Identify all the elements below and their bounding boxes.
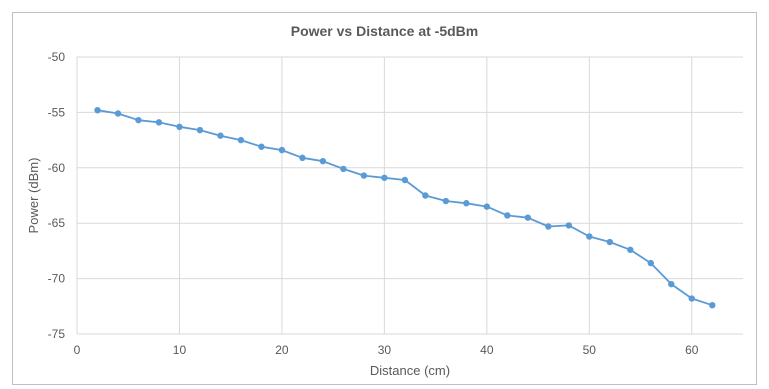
data-point <box>401 176 409 184</box>
y-tick-label: -50 <box>48 50 66 64</box>
data-point <box>135 116 142 124</box>
data-point <box>340 165 347 173</box>
x-tick-label: 50 <box>583 343 597 357</box>
data-point <box>442 197 450 205</box>
y-tick-label: -55 <box>48 105 66 119</box>
x-tick-label: 20 <box>275 343 289 357</box>
y-tick-label: -60 <box>48 161 66 175</box>
data-point <box>504 212 511 219</box>
tick-labels: -50 -55 -60 -65 -70 -75 0 10 20 30 40 50 60 <box>48 50 699 357</box>
data-point <box>647 259 654 267</box>
data-point <box>606 238 613 246</box>
data-point <box>709 301 716 309</box>
data-point <box>545 223 552 230</box>
data-point <box>155 119 163 126</box>
y-tick-label: -70 <box>48 272 66 286</box>
data-point <box>627 246 634 253</box>
x-tick-label: 30 <box>378 343 392 357</box>
data-point <box>586 233 593 240</box>
data-point <box>483 203 491 210</box>
data-point <box>565 222 573 229</box>
chart-title: Power vs Distance at -5dBm <box>290 23 479 39</box>
data-point <box>114 110 122 117</box>
data-point <box>524 214 532 221</box>
data-point <box>217 132 224 139</box>
data-point <box>688 295 695 302</box>
data-point <box>463 200 470 207</box>
data-point <box>319 157 327 165</box>
data-point <box>668 280 675 288</box>
x-tick-label: 0 <box>74 343 81 357</box>
x-axis-title: Distance (cm) <box>370 363 450 378</box>
series-line <box>97 109 713 307</box>
x-tick-label: 10 <box>173 343 187 357</box>
series-layer <box>94 106 716 309</box>
data-point <box>176 123 183 131</box>
y-axis-title: Power (dBm) <box>26 158 41 234</box>
data-point <box>381 174 388 181</box>
x-tick-label: 40 <box>480 343 494 357</box>
y-tick-label: -75 <box>48 327 66 341</box>
grid-lines <box>76 56 743 335</box>
data-point <box>237 136 245 144</box>
data-point <box>94 106 101 114</box>
data-point <box>278 146 286 154</box>
y-tick-label: -65 <box>48 216 66 230</box>
data-point <box>258 143 265 150</box>
data-point <box>196 126 204 134</box>
data-point <box>360 172 368 179</box>
data-point <box>299 154 306 162</box>
x-tick-label: 60 <box>685 343 699 357</box>
data-point <box>422 192 429 199</box>
